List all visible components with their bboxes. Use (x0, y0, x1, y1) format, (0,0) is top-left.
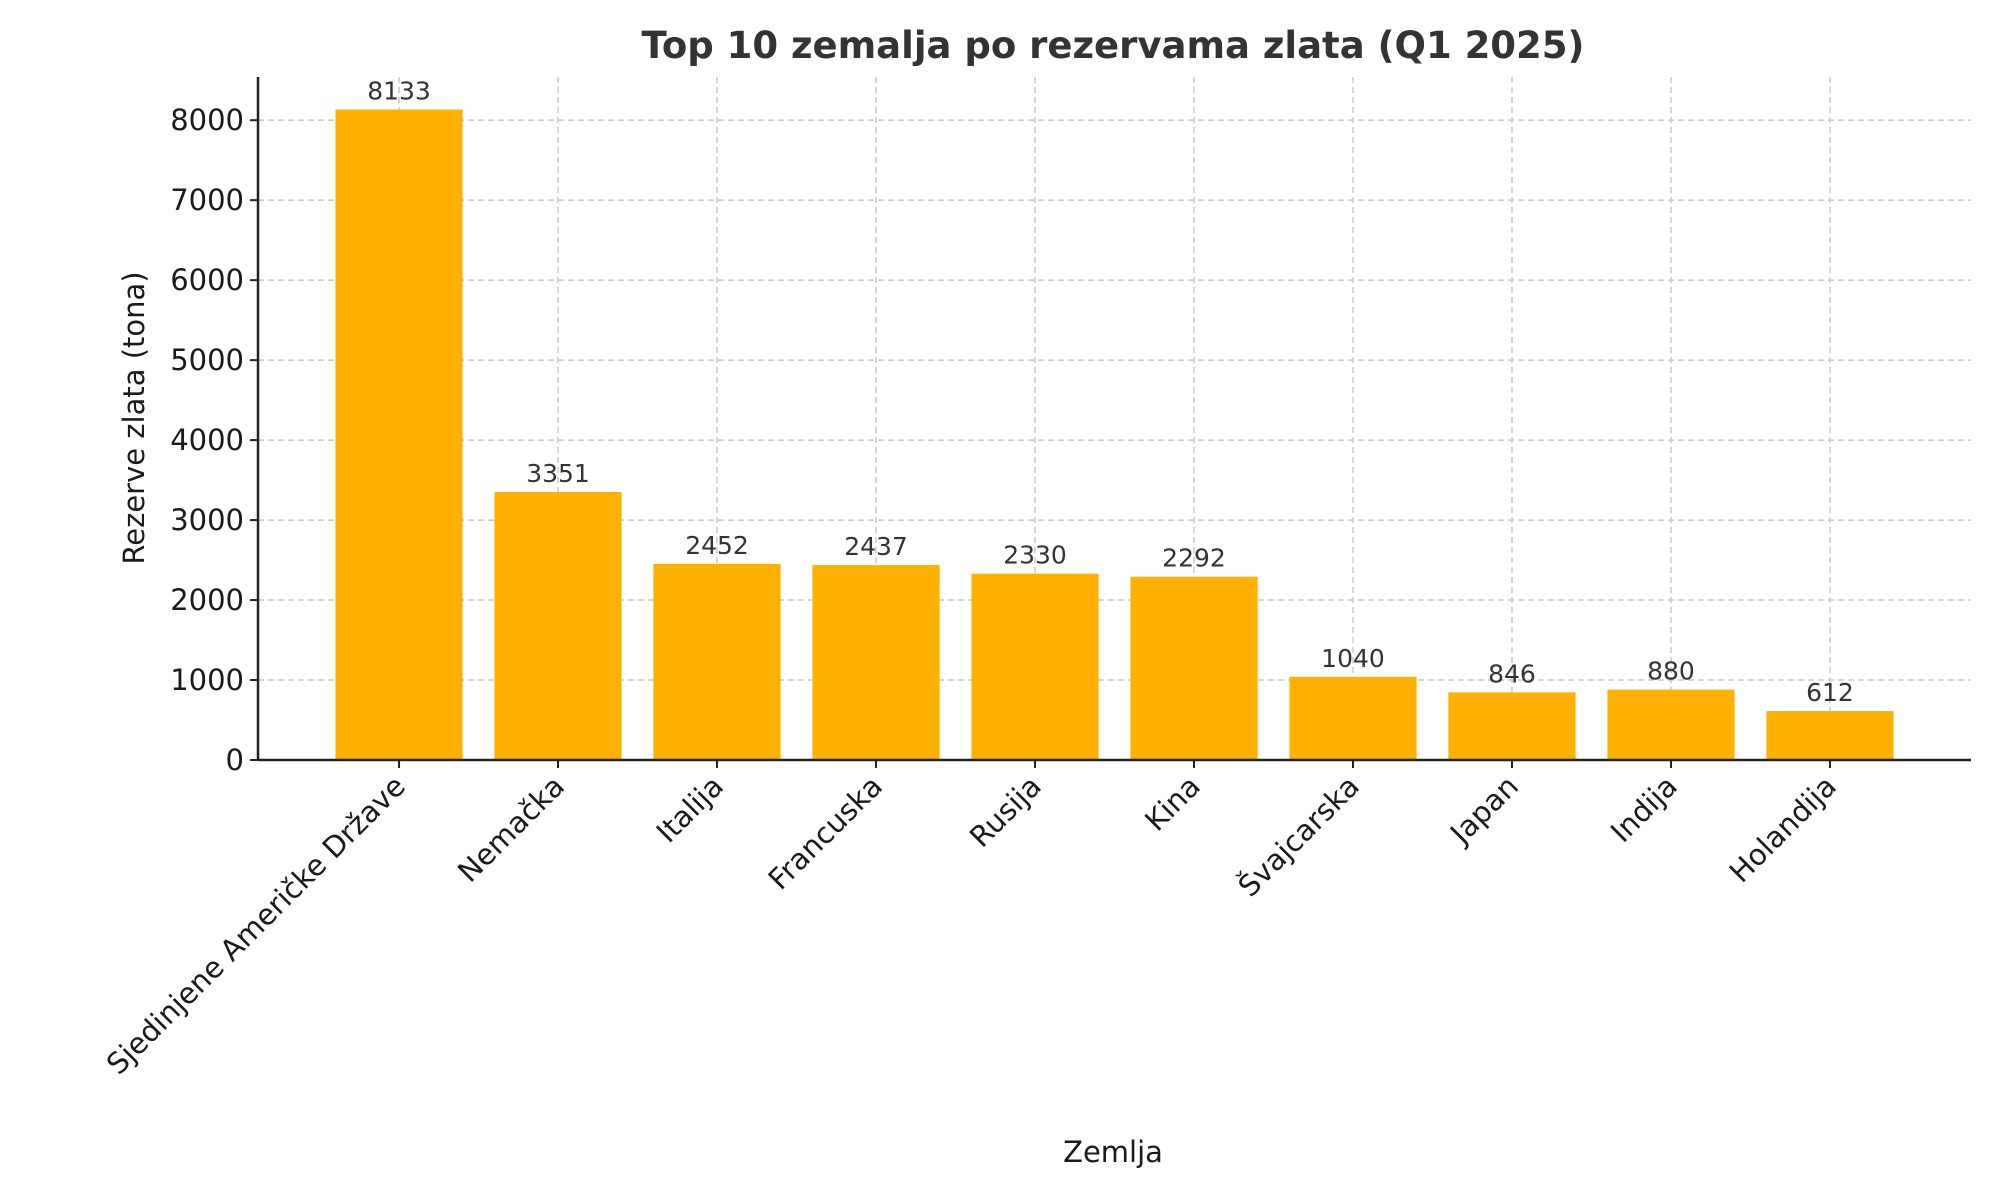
bar-value-label: 880 (1647, 657, 1695, 686)
axes (256, 77, 1971, 762)
x-ticks: Sjedinjene Američke Države Nemačka Italija… (100, 760, 1843, 1081)
y-tick-label: 2000 (170, 583, 244, 617)
bar (971, 573, 1099, 760)
y-tick-label: 7000 (170, 183, 244, 217)
bar (1607, 689, 1735, 760)
bar (335, 109, 463, 760)
x-tick-label: Kina (1138, 769, 1207, 838)
bar-value-label: 2330 (1003, 541, 1067, 570)
bar-value-label: 2437 (844, 532, 908, 561)
bar-labels: 8133 3351 2452 2437 2330 2292 1040 846 880 612 (367, 77, 1854, 708)
y-ticks: 0 1000 2000 3000 4000 5000 6000 7000 8000 (170, 103, 258, 777)
chart-title: Top 10 zemalja po rezervama zlata (Q1 20… (642, 24, 1585, 67)
bar-value-label: 1040 (1321, 644, 1385, 673)
y-tick-label: 3000 (170, 503, 244, 537)
y-tick-label: 4000 (170, 423, 244, 457)
y-tick-label: 0 (226, 743, 244, 777)
x-tick-label: Francuska (762, 769, 889, 896)
x-tick-label: Japan (1442, 769, 1525, 852)
x-tick-label: Holandija (1723, 769, 1843, 889)
bar-value-label: 846 (1488, 659, 1536, 688)
bar-value-label: 8133 (367, 77, 431, 106)
bar (812, 565, 940, 760)
y-tick-label: 5000 (170, 343, 244, 377)
bar-value-label: 612 (1806, 678, 1854, 707)
x-axis-label: Zemlja (1063, 1135, 1163, 1169)
bar (494, 491, 622, 760)
y-axis-label: Rezerve zlata (tona) (117, 271, 151, 564)
x-tick-label: Nemačka (451, 769, 571, 889)
bar-value-label: 2292 (1162, 544, 1226, 573)
bar (653, 563, 781, 760)
x-tick-label: Italija (650, 769, 730, 849)
bar (1448, 692, 1576, 760)
x-tick-label: Sjedinjene Američke Države (100, 769, 412, 1081)
bars (335, 109, 1894, 760)
y-tick-label: 1000 (170, 663, 244, 697)
bar (1289, 676, 1417, 760)
bar (1130, 576, 1258, 760)
bar (1766, 711, 1894, 760)
y-tick-label: 6000 (170, 263, 244, 297)
bar-value-label: 3351 (526, 459, 590, 488)
x-tick-label: Švajcarska (1231, 769, 1365, 903)
y-tick-label: 8000 (170, 103, 244, 137)
x-tick-label: Indija (1604, 769, 1684, 849)
x-tick-label: Rusija (963, 769, 1048, 854)
bar-value-label: 2452 (685, 531, 749, 560)
